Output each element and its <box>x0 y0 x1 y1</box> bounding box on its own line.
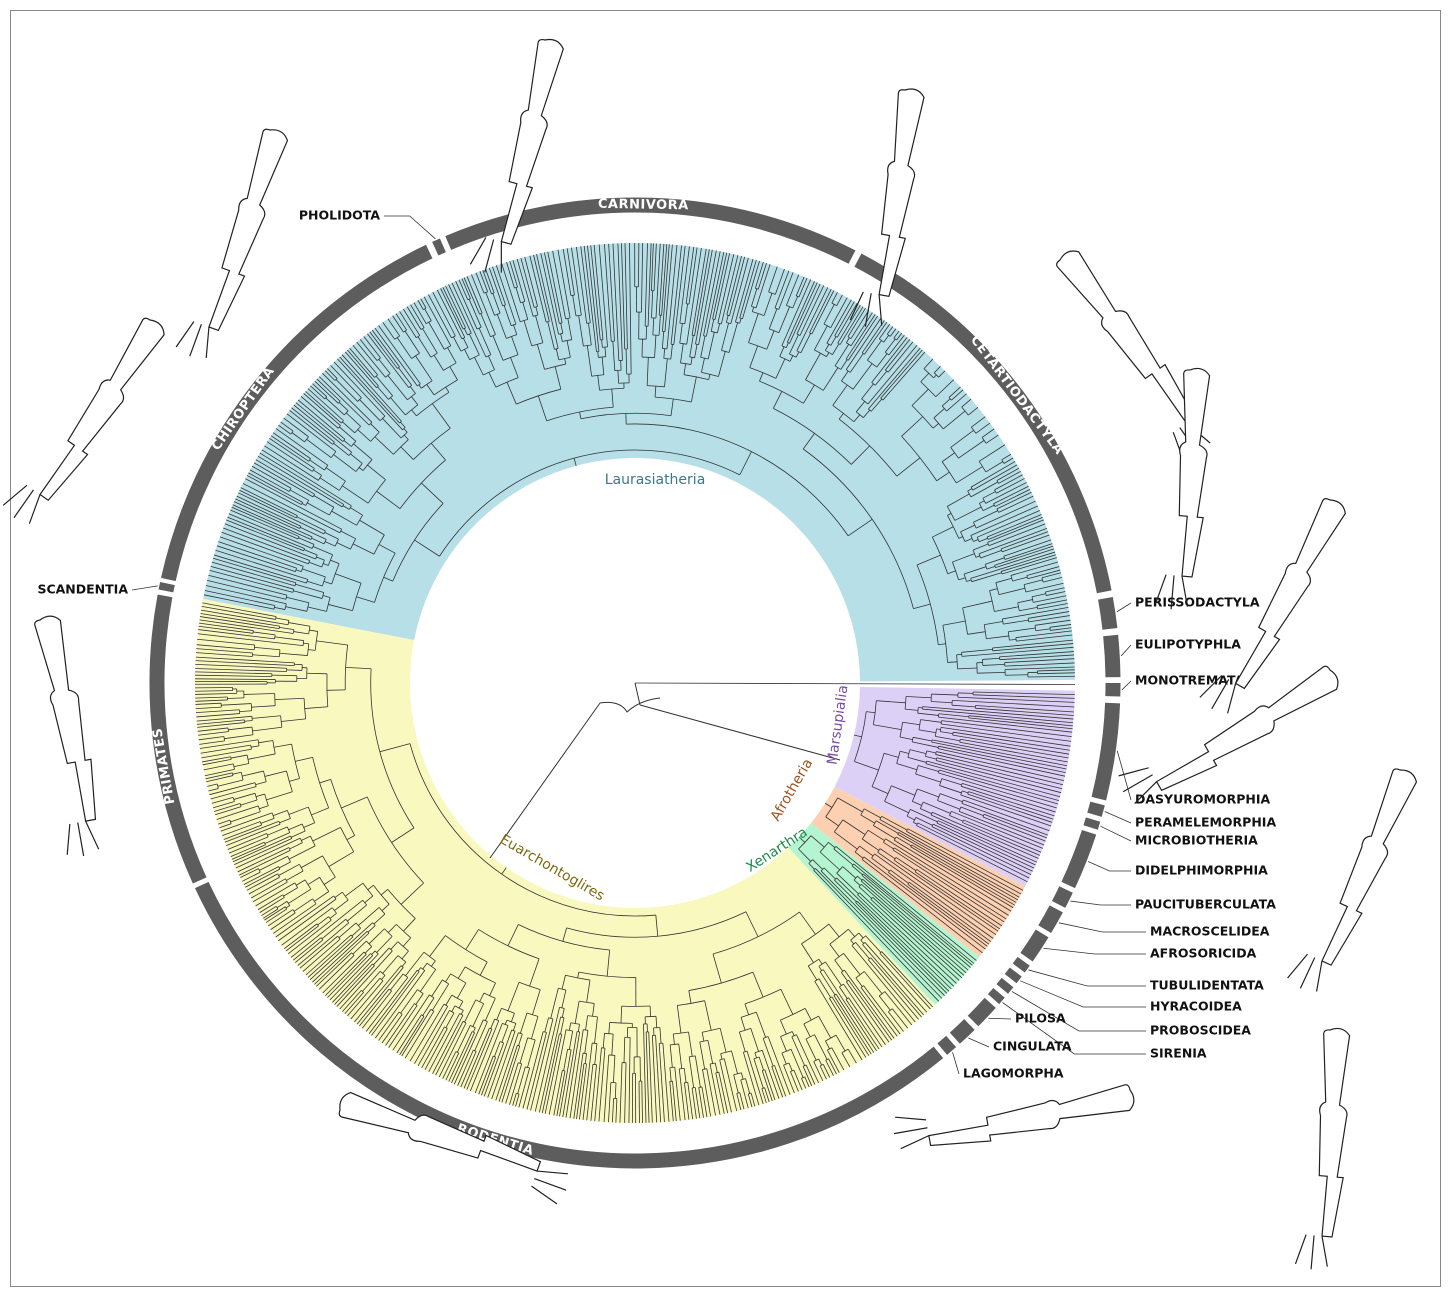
limb-sketch <box>175 123 295 364</box>
order-ring-segment <box>1105 598 1109 629</box>
order-label: LAGOMORPHA <box>963 1066 1064 1081</box>
branch <box>635 683 1075 685</box>
order-ring-segment <box>1011 972 1016 979</box>
limb-sketch <box>891 1076 1137 1157</box>
order-label: DIDELPHIMORPHIA <box>1135 863 1268 878</box>
order-ring-segment <box>955 1025 970 1039</box>
order-ring-segment <box>1099 703 1113 799</box>
root-branch <box>640 705 840 760</box>
order-label: PILOSA <box>1015 1011 1066 1026</box>
clade-label: Marsupialia <box>824 684 851 766</box>
order-ring-segment <box>1094 803 1097 814</box>
limb-sketch <box>469 34 570 278</box>
root-branch <box>635 683 640 705</box>
order-ring-segment <box>1019 961 1024 968</box>
order-label: EULIPOTYPHLA <box>1135 637 1241 652</box>
order-ring-segment <box>994 993 999 999</box>
order-label: PERAMELEMORPHIA <box>1135 815 1276 830</box>
order-ring-segment <box>1045 909 1057 929</box>
limb-sketch <box>1155 367 1216 612</box>
order-label: SCANDENTIA <box>37 582 128 597</box>
order-ring-segment <box>942 1042 951 1050</box>
order-label: TUBULIDENTATA <box>1150 978 1264 993</box>
order-ring-segment <box>1091 820 1093 828</box>
phylogeny-figure: CARNIVORACETARTIODACTYLACHIROPTERAPRIMAT… <box>0 0 1448 1294</box>
clade-label: Laurasiatheria <box>605 472 706 488</box>
order-ring-segment <box>435 245 443 248</box>
order-label: MACROSCELIDEA <box>1150 924 1270 939</box>
order-label: MICROBIOTHERIA <box>1135 833 1258 848</box>
limb-sketch <box>1 310 173 531</box>
leader-line <box>988 1018 1011 1019</box>
branch <box>272 675 297 676</box>
leader-line <box>1028 970 1146 986</box>
leader-line <box>1100 826 1131 841</box>
order-label: AFROSORICIDA <box>1150 946 1257 961</box>
order-ring-segment <box>1059 890 1066 905</box>
leader-line <box>968 1038 989 1047</box>
order-ring-segment <box>166 584 168 591</box>
order-label: CINGULATA <box>993 1039 1072 1054</box>
order-label: SIRENIA <box>1150 1046 1207 1061</box>
leader-line <box>1070 901 1131 905</box>
order-label: DASYUROMORPHIA <box>1135 792 1270 807</box>
order-label: HYRACOIDEA <box>1150 999 1242 1014</box>
limb-sketch <box>26 613 107 859</box>
leader-line <box>1122 681 1131 690</box>
root-branch <box>600 698 660 712</box>
leader-line <box>953 1052 959 1074</box>
clade-label: Afrotheria <box>768 756 816 824</box>
leader-line <box>1121 645 1131 656</box>
leader-line <box>1059 923 1146 932</box>
leader-line <box>1117 603 1131 612</box>
order-ring-segment <box>1068 832 1089 885</box>
leader-line <box>1105 812 1131 823</box>
ring-order-label: CARNIVORA <box>598 197 689 214</box>
order-ring-segment <box>1002 983 1007 989</box>
leader-line <box>1088 861 1131 871</box>
order-label: PROBOSCIDEA <box>1150 1023 1251 1038</box>
ring-order-label: PRIMATES <box>150 727 178 806</box>
leader-line <box>132 586 158 590</box>
leader-line <box>1043 948 1146 954</box>
order-ring-segment <box>1027 933 1043 957</box>
order-ring-segment <box>1111 636 1113 678</box>
order-label: PAUCITUBERCULATA <box>1135 897 1276 912</box>
order-label: PHOLIDOTA <box>299 208 380 223</box>
leader-line <box>384 216 435 239</box>
ring-order-label: CHIROPTERA <box>209 364 278 453</box>
order-ring-segment <box>973 1003 990 1021</box>
limb-sketch <box>1295 1027 1356 1272</box>
limb-sketch <box>1286 762 1425 998</box>
order-label: PERISSODACTYLA <box>1135 595 1260 610</box>
